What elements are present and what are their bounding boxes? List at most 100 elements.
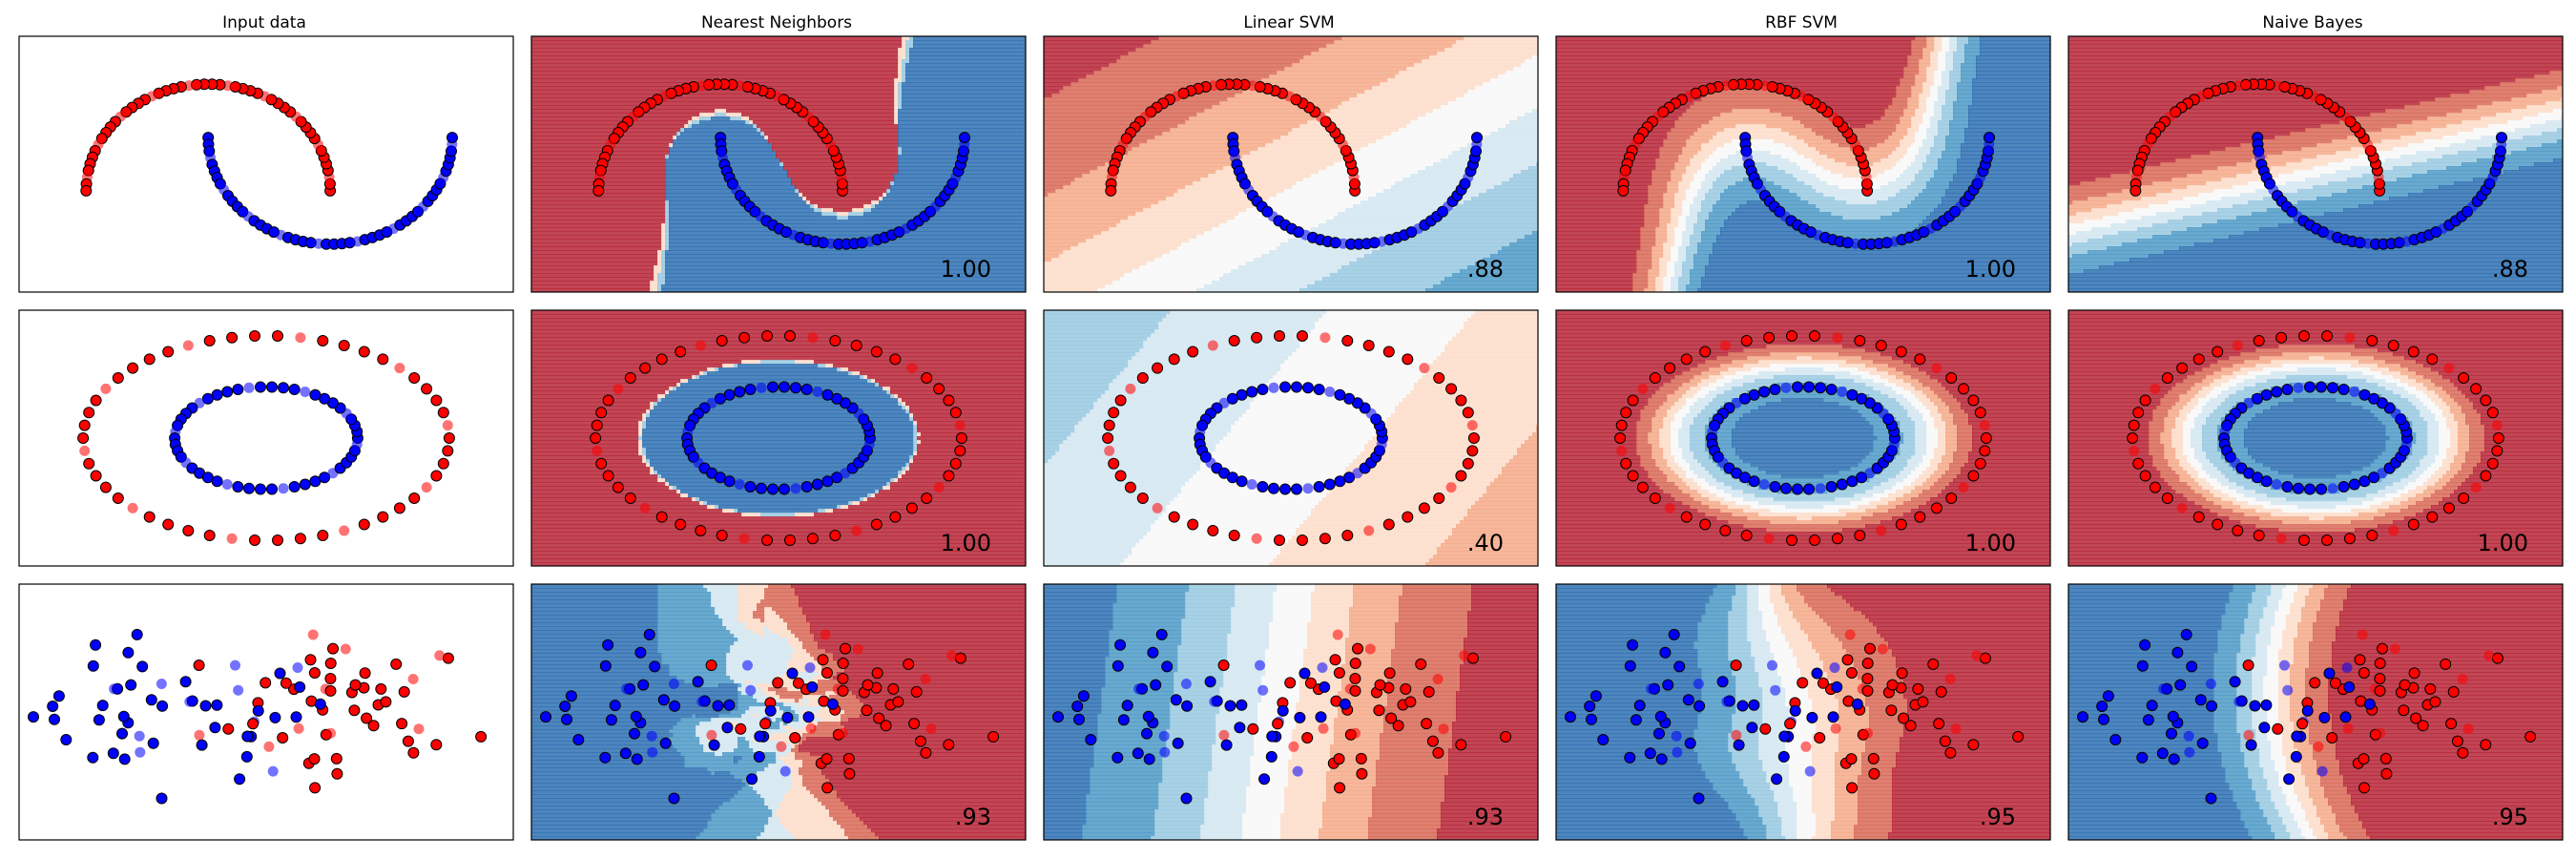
surface-cell xyxy=(2091,208,2134,213)
train-point xyxy=(60,734,73,745)
surface-cell xyxy=(1839,185,1881,190)
surface-cell xyxy=(2068,459,2153,464)
train-point xyxy=(314,698,326,710)
surface-cell xyxy=(2156,212,2203,217)
surface-cell xyxy=(699,113,716,117)
surface-cell xyxy=(1502,181,1538,186)
surface-cell xyxy=(2183,436,2192,441)
train-point xyxy=(595,457,608,470)
surface-cell xyxy=(1517,239,1538,243)
surface-cell xyxy=(2236,497,2256,502)
surface-cell xyxy=(795,592,1026,597)
surface-cell xyxy=(1556,432,1637,437)
train-point xyxy=(87,660,99,672)
surface-cell xyxy=(1690,444,1706,449)
surface-cell xyxy=(1128,364,1281,368)
surface-cell xyxy=(665,277,1026,282)
train-point xyxy=(1152,362,1164,374)
surface-cell xyxy=(661,258,666,262)
surface-cell xyxy=(2259,356,2310,361)
train-point xyxy=(1207,525,1219,536)
surface-cell xyxy=(2427,486,2443,491)
surface-cell xyxy=(1410,174,1514,178)
surface-cell xyxy=(1387,78,1491,83)
surface-cell xyxy=(531,284,651,289)
surface-cell xyxy=(2179,409,2192,414)
surface-cell xyxy=(791,630,811,635)
surface-cell xyxy=(1690,493,1702,498)
test-point xyxy=(442,420,453,431)
train-point xyxy=(675,518,687,531)
test-point xyxy=(293,723,304,734)
surface-cell xyxy=(2408,490,2424,494)
surface-cell xyxy=(1743,375,1775,380)
surface-cell xyxy=(1697,383,1710,388)
surface-cell xyxy=(665,200,670,205)
surface-cell xyxy=(913,432,918,437)
surface-cell xyxy=(1349,155,1449,159)
surface-cell xyxy=(2431,379,2451,384)
surface-cell xyxy=(2149,436,2161,441)
surface-cell xyxy=(757,607,765,612)
test-point xyxy=(267,765,279,777)
surface-cell xyxy=(2221,505,2241,510)
surface-cell xyxy=(1475,262,1538,266)
surface-cell xyxy=(1238,417,1388,422)
surface-cell xyxy=(531,417,643,422)
surface-cell xyxy=(1938,94,1946,98)
surface-cell xyxy=(2068,44,2563,49)
surface-cell xyxy=(1961,402,2050,407)
surface-cell xyxy=(1652,178,1672,182)
surface-cell xyxy=(1758,406,1851,410)
surface-cell xyxy=(2381,128,2432,133)
surface-cell xyxy=(1437,551,1538,555)
surface-cell xyxy=(1636,254,1652,259)
surface-cell xyxy=(638,425,643,430)
surface-cell xyxy=(902,474,1026,479)
surface-cell xyxy=(1919,151,1931,156)
surface-cell xyxy=(1961,467,2050,471)
surface-cell xyxy=(2206,394,2218,399)
surface-cell xyxy=(1648,284,1656,289)
surface-cell xyxy=(1720,364,1744,368)
surface-cell xyxy=(1743,413,1862,418)
surface-cell xyxy=(1682,178,1694,182)
surface-cell xyxy=(2168,413,2180,418)
surface-cell xyxy=(1498,128,1538,133)
surface-cell xyxy=(1433,360,1538,365)
surface-cell xyxy=(2282,364,2352,368)
surface-cell xyxy=(1659,436,1672,441)
surface-cell xyxy=(715,607,738,612)
surface-cell xyxy=(2068,444,2150,449)
surface-cell xyxy=(2191,444,2203,449)
surface-cell xyxy=(1139,348,1297,353)
surface-cell xyxy=(2206,471,2222,475)
surface-cell xyxy=(1686,227,1694,232)
surface-cell xyxy=(1797,193,1824,198)
surface-cell xyxy=(1903,486,1916,491)
surface-cell xyxy=(1556,166,1656,171)
surface-cell xyxy=(1655,288,1664,292)
surface-cell xyxy=(1044,90,1060,94)
surface-cell xyxy=(1701,371,1721,376)
surface-cell xyxy=(1532,432,1538,437)
test-point xyxy=(807,332,819,344)
surface-cell xyxy=(2068,235,2104,240)
surface-cell xyxy=(2194,490,2211,494)
surface-cell xyxy=(768,136,899,140)
surface-cell xyxy=(2454,413,2466,418)
surface-cell xyxy=(2439,478,2451,483)
surface-cell xyxy=(818,641,1026,646)
surface-cell xyxy=(2446,113,2497,117)
surface-cell xyxy=(1942,200,2050,205)
surface-cell xyxy=(1044,277,1121,282)
surface-cell xyxy=(657,288,662,292)
surface-cell xyxy=(696,683,719,688)
train-point xyxy=(196,739,208,751)
surface-cell xyxy=(2400,136,2443,140)
surface-cell xyxy=(1663,448,1672,452)
test-point xyxy=(351,439,363,450)
surface-cell xyxy=(1296,528,1453,533)
surface-cell xyxy=(898,74,903,79)
surface-cell xyxy=(2179,478,2195,483)
